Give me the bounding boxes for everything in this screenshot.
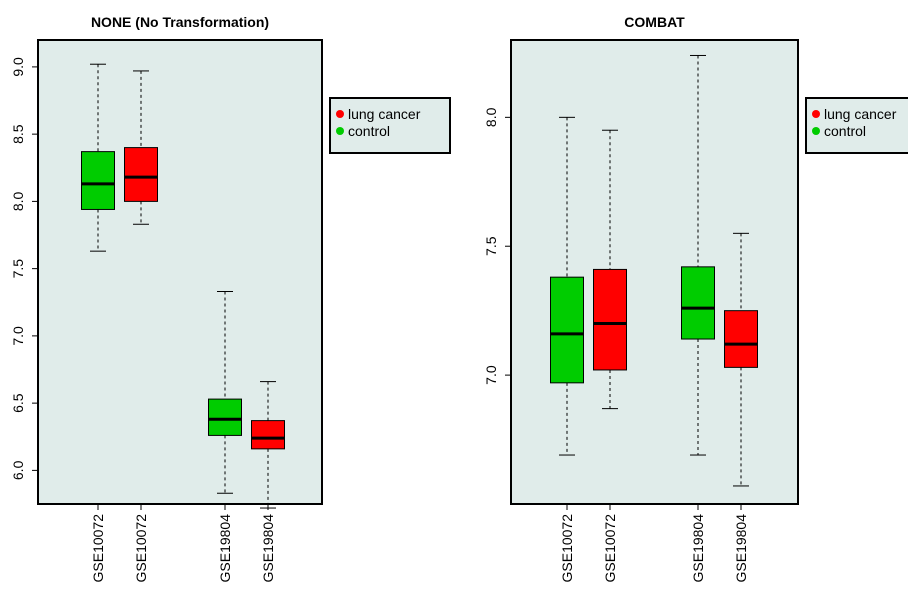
legend-label: control xyxy=(348,123,390,139)
x-tick-label: GSE10072 xyxy=(90,514,106,583)
chart-title: NONE (No Transformation) xyxy=(91,14,269,30)
x-tick-label: GSE19804 xyxy=(733,514,749,583)
chart-panel-2: COMBAT 7.0 7.5 8.0 GSE10072 GSE10072 GSE19804 G… xyxy=(483,14,908,583)
legend-box xyxy=(329,97,451,154)
x-tick-label: GSE19804 xyxy=(260,514,276,583)
plot-background xyxy=(511,40,798,504)
y-tick-label: 9.0 xyxy=(10,57,26,77)
box-3 xyxy=(208,291,242,494)
box-body xyxy=(124,147,158,202)
chart-title: COMBAT xyxy=(624,14,685,30)
box-4 xyxy=(251,381,285,509)
y-tick-label: 7.5 xyxy=(10,259,26,279)
y-tick-label: 7.0 xyxy=(483,365,499,385)
box-body xyxy=(251,420,285,450)
box-body xyxy=(550,276,584,384)
box-1 xyxy=(550,116,584,456)
x-tick-label: GSE10072 xyxy=(559,514,575,583)
box-4 xyxy=(724,232,758,487)
x-tick-label: GSE19804 xyxy=(690,514,706,583)
x-tick-label: GSE10072 xyxy=(602,514,618,583)
box-body xyxy=(208,398,242,436)
legend-marker xyxy=(812,127,820,135)
plot-frame xyxy=(510,39,799,505)
box-body xyxy=(681,266,715,340)
y-tick-label: 8.0 xyxy=(10,191,26,211)
legend-marker xyxy=(336,127,344,135)
legend-label: lung cancer xyxy=(348,106,421,122)
legend-label: lung cancer xyxy=(824,106,897,122)
y-tick-label: 8.5 xyxy=(10,124,26,144)
x-tick-label: GSE10072 xyxy=(133,514,149,583)
y-tick-label: 8.0 xyxy=(483,107,499,127)
box-1 xyxy=(81,63,115,252)
x-tick-label: GSE19804 xyxy=(217,514,233,583)
box-2 xyxy=(593,129,627,410)
box-3 xyxy=(681,54,715,456)
y-tick-label: 6.0 xyxy=(10,460,26,480)
y-tick-label: 7.5 xyxy=(483,236,499,256)
box-body xyxy=(724,310,758,368)
legend-box xyxy=(805,97,908,154)
legend-marker xyxy=(336,110,344,118)
chart-panel-1: NONE (No Transformation) 6.0 6.5 7.0 7.5 8.0 8… xyxy=(10,14,451,583)
plot-frame xyxy=(37,39,323,505)
legend-label: control xyxy=(824,123,866,139)
box-body xyxy=(81,151,115,210)
legend-marker xyxy=(812,110,820,118)
y-tick-label: 6.5 xyxy=(10,393,26,413)
box-2 xyxy=(124,70,158,225)
y-tick-label: 7.0 xyxy=(10,326,26,346)
box-body xyxy=(593,268,627,371)
